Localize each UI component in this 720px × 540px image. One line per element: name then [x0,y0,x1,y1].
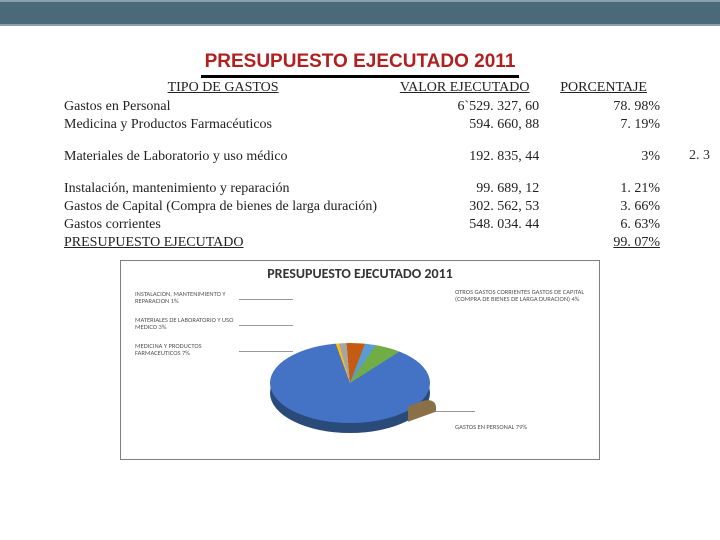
table-header-row: TIPO DE GASTOS VALOR EJECUTADO PORCENTAJ… [60,78,664,98]
budget-table-wrap: TIPO DE GASTOS VALOR EJECUTADO PORCENTAJ… [60,78,664,252]
spacer-row [60,166,664,180]
table-row: Gastos corrientes 548. 034. 44 6. 63% [60,216,664,234]
title-wrap: PRESUPUESTO EJECUTADO 2011 [0,51,720,78]
top-accent-bar [0,0,720,26]
col-header-tipo: TIPO DE GASTOS [60,78,386,98]
cell-value: 192. 835, 44 [386,148,543,166]
spacer-row [60,134,664,148]
cell-label: Gastos corrientes [60,216,386,234]
leader-line [239,325,293,326]
cell-value: 302. 562, 53 [386,198,543,216]
col-header-porcentaje: PORCENTAJE [543,78,664,98]
leader-line [239,299,293,300]
col-header-valor: VALOR EJECUTADO [386,78,543,98]
table-row: Gastos en Personal 6`529. 327, 60 78. 98… [60,98,664,116]
pie-area [270,343,430,433]
chart-label-l2: MEDICINA Y PRODUCTOS FARMACEUTICOS 7% [135,343,245,357]
chart-label-br: GASTOS EN PERSONAL 79% [455,424,585,431]
cell-pct: 78. 98% [543,98,664,116]
total-value [386,234,543,252]
chart-label-tl: INSTALACION, MANTENIMIENTO Y REPARACION … [135,291,245,305]
total-label: PRESUPUESTO EJECUTADO [60,234,386,252]
cell-label: Instalación, mantenimiento y reparación [60,180,386,198]
table-row: Instalación, mantenimiento y reparación … [60,180,664,198]
leader-line [431,411,475,412]
page-title: PRESUPUESTO EJECUTADO 2011 [201,51,520,78]
table-row: Materiales de Laboratorio y uso médico 1… [60,148,664,166]
cell-pct: 7. 19% [543,116,664,134]
cell-label: Medicina y Productos Farmacéuticos [60,116,386,134]
cell-pct: 6. 63% [543,216,664,234]
page-number: 2. 3 [689,148,710,164]
chart-title: PRESUPUESTO EJECUTADO 2011 [121,261,599,282]
cell-pct: 3. 66% [543,198,664,216]
table-total-row: PRESUPUESTO EJECUTADO 99. 07% [60,234,664,252]
chart-label-r1: OTROS GASTOS CORRIENTES GASTOS DE CAPITA… [455,289,585,303]
pie-top [270,343,430,423]
cell-label: Gastos en Personal [60,98,386,116]
table-row: Medicina y Productos Farmacéuticos 594. … [60,116,664,134]
chart-label-l1: MATERIALES DE LABORATORIO Y USO MEDICO 3… [135,317,245,331]
cell-pct: 3% [543,148,664,166]
cell-label: Materiales de Laboratorio y uso médico [60,148,386,166]
cell-value: 6`529. 327, 60 [386,98,543,116]
cell-pct: 1. 21% [543,180,664,198]
total-pct: 99. 07% [543,234,664,252]
cell-value: 99. 689, 12 [386,180,543,198]
table-row: Gastos de Capital (Compra de bienes de l… [60,198,664,216]
pie-chart: PRESUPUESTO EJECUTADO 2011 INSTALACION, … [120,260,600,460]
cell-label: Gastos de Capital (Compra de bienes de l… [60,198,386,216]
accent-line [0,26,720,29]
cell-value: 548. 034. 44 [386,216,543,234]
budget-table: TIPO DE GASTOS VALOR EJECUTADO PORCENTAJ… [60,78,664,252]
cell-value: 594. 660, 88 [386,116,543,134]
